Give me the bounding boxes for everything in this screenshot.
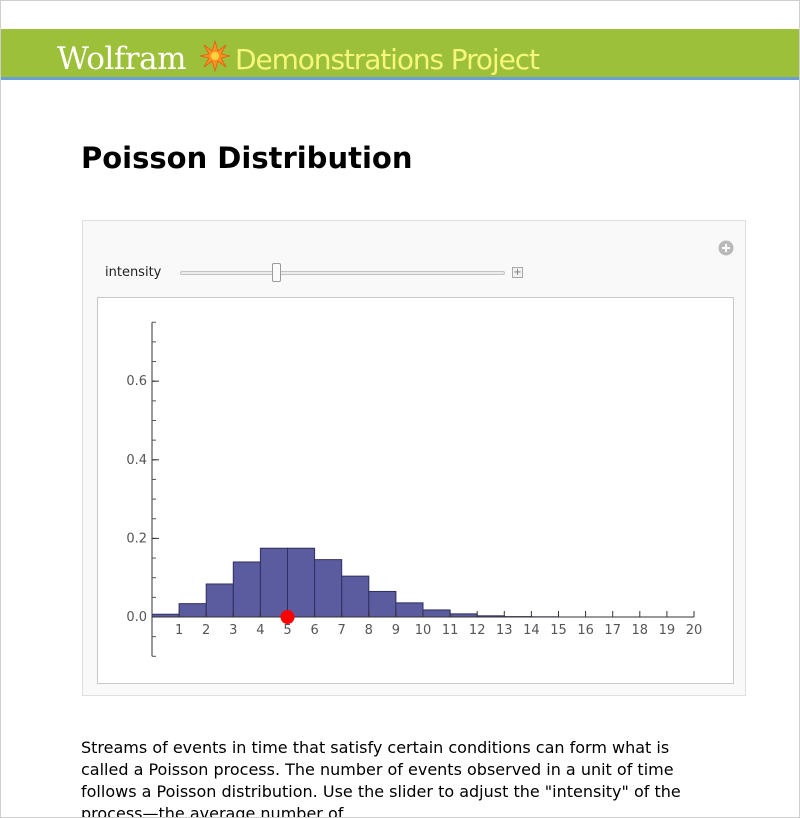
intensity-label: intensity: [105, 265, 162, 280]
x-tick-label: 10: [415, 623, 432, 638]
x-tick-label: 1: [175, 623, 183, 638]
bar: [259, 547, 288, 618]
plot-area: [97, 297, 734, 684]
x-tick-label: 15: [550, 623, 567, 638]
x-tick-label: 11: [442, 623, 459, 638]
page-title: Poisson Distribution: [81, 141, 413, 175]
x-tick-label: 17: [604, 623, 621, 638]
y-tick-label: 0.0: [126, 610, 147, 625]
x-tick-label: 18: [632, 623, 649, 638]
x-tick-label: 9: [392, 623, 400, 638]
bar: [422, 609, 451, 618]
bar: [341, 575, 370, 618]
bar: [178, 603, 207, 618]
poisson-chart: 0.00.20.40.61 2 3 4 5 6 7 8 9 10 11 12 13 14 15 16 17 18 1…: [126, 321, 703, 657]
x-tick-label: 14: [523, 623, 540, 638]
bar: [368, 590, 397, 618]
mean-marker: [280, 610, 295, 624]
intensity-slider-track[interactable]: [180, 271, 505, 275]
x-tick-label: 5: [283, 623, 291, 638]
plus-box-icon[interactable]: +: [512, 267, 523, 278]
y-tick-label: 0.4: [126, 453, 147, 468]
bar: [395, 602, 424, 618]
bar: [232, 561, 261, 618]
intensity-slider-thumb[interactable]: [271, 263, 281, 282]
description-text: Streams of events in time that satisfy c…: [81, 738, 681, 818]
plus-circle-icon[interactable]: [718, 240, 734, 256]
x-tick-label: 20: [686, 623, 703, 638]
x-tick-label: 4: [256, 623, 264, 638]
y-tick-label: 0.6: [126, 374, 147, 389]
x-tick-label: 13: [496, 623, 513, 638]
wolfram-spikey-icon: [199, 39, 231, 73]
x-tick-label: 19: [659, 623, 676, 638]
x-tick-label: 2: [202, 623, 210, 638]
x-tick-label: 3: [229, 623, 237, 638]
x-tick-label: 7: [338, 623, 346, 638]
bar: [314, 559, 343, 618]
brand-demonstrations-text[interactable]: Demonstrations Project: [235, 43, 540, 76]
brand-wolfram-text[interactable]: Wolfram: [57, 41, 187, 77]
x-tick-label: 8: [365, 623, 373, 638]
x-tick-label: 12: [469, 623, 486, 638]
y-tick-label: 0.2: [126, 531, 147, 546]
bar: [287, 547, 316, 618]
site-banner[interactable]: [1, 29, 799, 77]
top-strip: [1, 1, 799, 29]
banner-accent-line: [1, 77, 799, 80]
bar: [205, 583, 234, 618]
x-tick-label: 16: [577, 623, 594, 638]
x-tick-label: 6: [310, 623, 318, 638]
